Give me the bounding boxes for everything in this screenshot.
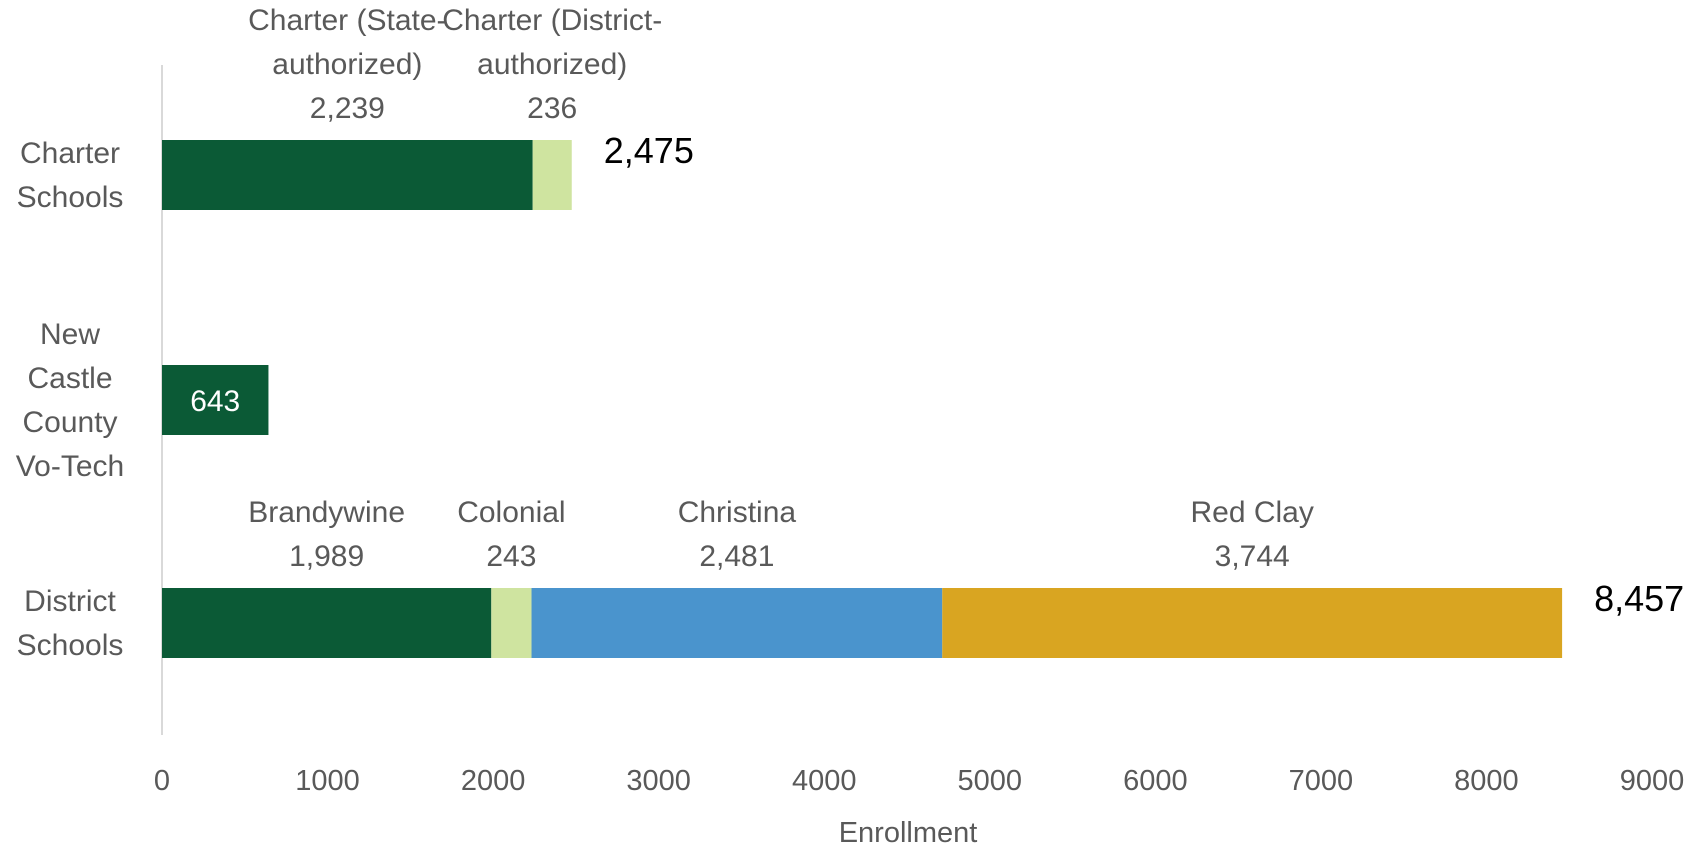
x-tick-label: 4000 [792, 765, 857, 797]
x-tick-label: 8000 [1454, 765, 1519, 797]
category-labels: Charter Schools New Castle County Vo-Tech Dist… [16, 137, 124, 662]
x-tick-label: 0 [154, 765, 170, 797]
x-tick-label: 1000 [295, 765, 360, 797]
bars [162, 140, 1563, 658]
category-label: District Schools [17, 585, 124, 662]
segment-label: Brandywine 1,989 [248, 496, 405, 573]
segment-label: Red Clay 3,744 [1190, 496, 1313, 573]
segment-value-label: 643 [190, 385, 240, 418]
total-value-label: 2,475 [604, 130, 694, 171]
x-axis-ticks: 0 1000 2000 3000 4000 5000 6000 7000 8000 9000 [154, 765, 1684, 797]
x-tick-label: 3000 [626, 765, 691, 797]
bar-segment [532, 140, 572, 210]
x-tick-label: 6000 [1123, 765, 1188, 797]
bar-segment [491, 588, 532, 658]
category-label: New Castle County Vo-Tech [16, 318, 124, 483]
x-tick-label: 5000 [958, 765, 1023, 797]
total-value-label: 8,457 [1594, 578, 1684, 619]
category-label: Charter Schools [17, 137, 124, 214]
segment-label: Christina 2,481 [678, 496, 797, 573]
bar-segment [531, 588, 943, 658]
x-axis-title: Enrollment [839, 817, 978, 849]
x-tick-label: 7000 [1289, 765, 1354, 797]
total-labels: 2,475 8,457 [604, 130, 1684, 619]
segment-label: Charter (State-authorized) 2,239 [248, 4, 446, 125]
bar-segment [162, 365, 269, 435]
x-tick-label: 9000 [1620, 765, 1685, 797]
bar-segment [942, 588, 1563, 658]
x-tick-label: 2000 [461, 765, 526, 797]
bar-segment [162, 588, 492, 658]
segment-label: Charter (District-authorized) 236 [442, 4, 662, 125]
bar-segment [162, 140, 533, 210]
segment-label: Colonial 243 [457, 496, 565, 573]
